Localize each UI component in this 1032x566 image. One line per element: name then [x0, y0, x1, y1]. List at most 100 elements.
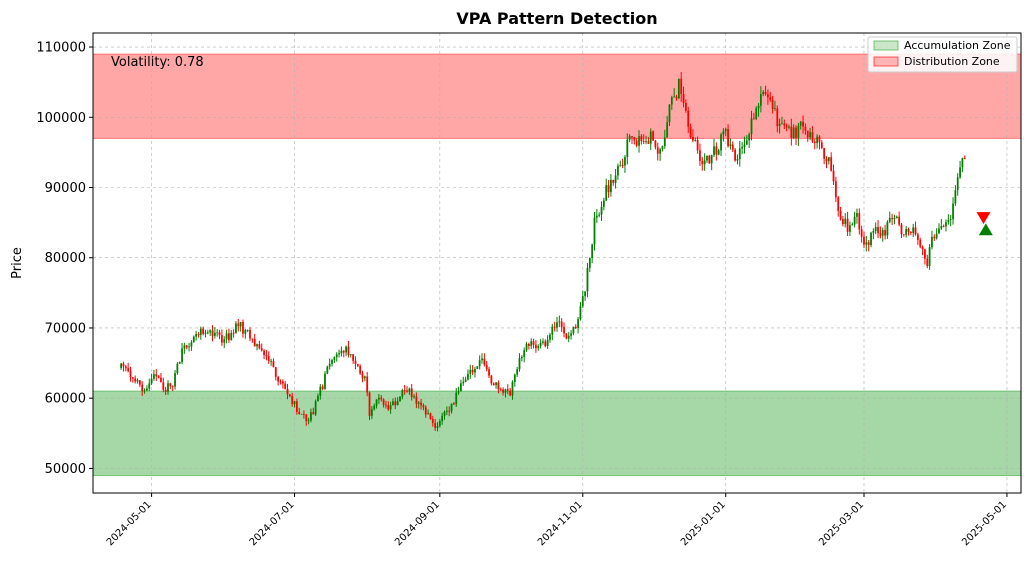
- candle-body: [401, 390, 404, 397]
- candle: [443, 410, 446, 420]
- candle: [699, 143, 701, 166]
- candle-body: [160, 377, 162, 383]
- candle: [635, 138, 638, 148]
- candle: [841, 215, 844, 227]
- candle: [249, 327, 251, 342]
- candle: [675, 94, 678, 101]
- candle-body: [776, 108, 779, 127]
- candle: [731, 141, 734, 153]
- candle: [305, 414, 308, 426]
- candle-body: [448, 410, 451, 412]
- candle: [331, 359, 333, 367]
- candle-body: [933, 236, 936, 239]
- candle-body: [499, 389, 502, 391]
- candle: [778, 118, 781, 134]
- candle: [509, 387, 512, 397]
- candle-body: [748, 134, 751, 141]
- candle: [755, 106, 758, 121]
- candle-body: [888, 217, 891, 222]
- candle-body: [375, 399, 378, 406]
- candle: [478, 355, 481, 370]
- candle: [258, 340, 261, 350]
- candle: [307, 417, 310, 425]
- candle: [375, 399, 378, 409]
- candle: [647, 136, 650, 144]
- candle-body: [417, 402, 420, 404]
- distribution-zone: [93, 54, 1021, 139]
- candle-body: [570, 333, 572, 336]
- candle-body: [879, 233, 882, 236]
- candle: [265, 349, 268, 361]
- candle-body: [905, 228, 908, 235]
- candle: [797, 122, 800, 146]
- candle: [588, 257, 591, 273]
- candle: [216, 329, 219, 337]
- candle: [947, 214, 950, 225]
- candle-body: [572, 326, 575, 334]
- candle-body: [884, 229, 886, 236]
- candle: [532, 338, 535, 349]
- candle: [593, 211, 596, 251]
- candle: [199, 326, 202, 340]
- candle-body: [853, 216, 856, 225]
- candle-body: [579, 306, 582, 320]
- candle-body: [844, 218, 847, 225]
- candle: [722, 128, 725, 142]
- candle: [689, 123, 692, 139]
- candle: [408, 387, 411, 395]
- candle-body: [717, 150, 720, 155]
- candle: [806, 130, 809, 142]
- candle: [274, 366, 277, 381]
- candle-body: [931, 236, 933, 248]
- candle-body: [940, 226, 943, 229]
- candle: [462, 376, 465, 386]
- candle: [368, 391, 371, 421]
- candle-body: [734, 149, 737, 161]
- candle: [544, 339, 547, 348]
- candle: [377, 393, 380, 404]
- candle-body: [462, 381, 465, 384]
- candle-body: [846, 218, 849, 232]
- candle-body: [774, 108, 776, 110]
- candle: [931, 230, 933, 250]
- candle-body: [150, 378, 153, 384]
- candle: [727, 124, 729, 148]
- candle-body: [806, 130, 809, 138]
- candle: [471, 365, 474, 375]
- candle-body: [246, 329, 249, 331]
- candle-body: [434, 422, 437, 428]
- candle-body: [935, 233, 938, 239]
- candle: [429, 412, 432, 420]
- candle: [460, 379, 462, 392]
- candle: [628, 134, 631, 143]
- candle: [319, 383, 322, 400]
- x-tick-label: 2025-05-01: [960, 499, 1009, 548]
- candle-body: [652, 131, 654, 141]
- x-tick-label: 2025-03-01: [817, 499, 866, 548]
- candle-body: [738, 148, 741, 160]
- candle: [246, 329, 249, 333]
- candle-body: [206, 332, 209, 334]
- candle-body: [319, 386, 322, 396]
- candle: [251, 338, 254, 343]
- candle-body: [213, 332, 216, 336]
- candle: [153, 369, 155, 381]
- candle: [239, 321, 242, 332]
- candle: [138, 380, 141, 387]
- x-tick-label: 2024-07-01: [248, 499, 297, 548]
- candle: [645, 135, 647, 145]
- candle-body: [755, 108, 758, 119]
- candle: [312, 407, 315, 415]
- candle: [827, 157, 830, 165]
- candle: [893, 214, 896, 225]
- candle-body: [530, 341, 533, 346]
- candle-body: [762, 91, 765, 95]
- candle-body: [628, 136, 631, 140]
- candle: [206, 329, 209, 335]
- candle: [602, 197, 605, 211]
- candle-body: [856, 213, 858, 217]
- candle: [823, 147, 826, 165]
- candle-body: [181, 348, 183, 363]
- candle: [811, 126, 814, 144]
- candle-body: [795, 127, 797, 138]
